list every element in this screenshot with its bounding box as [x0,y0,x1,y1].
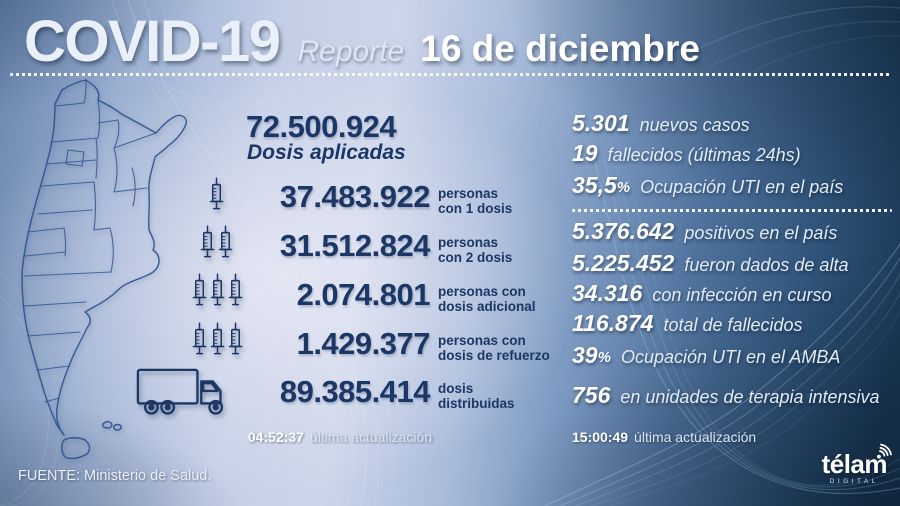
recovered-label: fueron dados de alta [684,255,849,275]
total-deaths-value: 116.874 [572,310,654,336]
wifi-icon [877,443,892,459]
distributed-doses-label-line1: dosis [438,381,474,396]
header-divider [10,73,890,76]
positives-label: positivos en el país [684,223,838,243]
deaths-24h-label: fallecidos (últimas 24hs) [607,145,801,165]
vaccination-update-label: última actualización [309,429,433,445]
vaccination-update-time: 04:52:37 [247,429,304,445]
distributed-doses-label: dosis distribuidas [438,381,515,412]
additional-dose-label-line2: dosis adicional [438,299,536,315]
cases-update-time: 15:00:49 [572,429,629,445]
total-doses-label: Dosis aplicadas [247,141,406,164]
report-subtitle: Reporte [297,35,405,68]
recovered-row: 5.225.452 fueron dados de alta [572,250,848,277]
dose2-label: personas con 2 dosis [438,235,512,266]
additional-dose-label: personas con dosis adicional [438,284,536,315]
new-cases-row: 5.301 nuevos casos [572,110,750,137]
telam-logo: télam DIGITAL [821,443,892,486]
icu-amba-row: 39% Ocupación UTI en el AMBA [572,342,840,369]
icu-patients-row: 756 en unidades de terapia intensiva [572,382,880,409]
total-deaths-label: total de fallecidos [663,315,803,335]
total-doses-value: 72.500.924 [246,109,397,144]
report-date: 16 de diciembre [420,28,700,69]
total-deaths-row: 116.874 total de fallecidos [572,310,803,337]
header: COVID-19 Reporte 16 de diciembre [24,8,700,75]
icu-amba-label: Ocupación UTI en el AMBA [620,347,841,367]
telam-wordmark: télam [821,443,892,479]
active-infections-value: 34.316 [572,280,643,306]
icu-country-label: Ocupación UTI en el país [640,177,844,197]
source-note: FUENTE: Ministerio de Salud. [18,468,212,484]
distributed-doses-label-line2: distribuidas [438,396,515,412]
booster-dose-value: 1.429.377 [296,326,431,361]
telam-digital-label: DIGITAL [829,478,879,486]
booster-dose-label-line2: dosis de refuerzo [438,348,550,364]
cases-update-label: última actualización [634,429,757,445]
new-cases-label: nuevos casos [639,115,750,135]
dose1-label: personas con 1 dosis [438,186,512,217]
page-title: COVID-19 [24,9,281,74]
positives-row: 5.376.642 positivos en el país [572,218,837,245]
dose2-label-line1: personas [438,235,499,250]
dose1-value: 37.483.922 [279,179,431,214]
icu-amba-value: 39 [572,342,598,368]
icu-patients-label: en unidades de terapia intensiva [620,387,880,407]
dose2-label-line2: con 2 dosis [438,250,513,266]
cases-last-update: 15:00:49 última actualización [572,429,756,445]
recovered-value: 5.225.452 [572,250,675,276]
distributed-doses-value: 89.385.414 [279,374,431,409]
additional-dose-value: 2.074.801 [296,277,431,312]
booster-dose-label: personas con dosis de refuerzo [438,333,550,364]
active-infections-row: 34.316 con infección en curso [572,280,831,307]
percent-sign: % [597,349,611,366]
cases-divider [572,209,892,212]
telam-wordmark-text: télam [821,449,888,479]
icu-country-value: 35,5 [572,172,617,198]
deaths-24h-row: 19 fallecidos (últimas 24hs) [572,140,801,167]
dose1-label-line1: personas [438,186,499,201]
additional-dose-label-line1: personas con [438,284,526,299]
dose2-value: 31.512.824 [279,228,431,263]
deaths-24h-value: 19 [572,140,598,166]
positives-value: 5.376.642 [572,218,675,244]
active-infections-label: con infección en curso [652,285,832,305]
booster-dose-label-line1: personas con [438,333,526,348]
icu-country-row: 35,5% Ocupación UTI en el país [572,172,843,199]
percent-sign: % [616,179,631,196]
vaccination-last-update: 04:52:37 última actualización [200,429,480,445]
dose1-label-line2: con 1 dosis [438,201,513,217]
icu-patients-value: 756 [572,382,611,408]
new-cases-value: 5.301 [572,110,630,136]
